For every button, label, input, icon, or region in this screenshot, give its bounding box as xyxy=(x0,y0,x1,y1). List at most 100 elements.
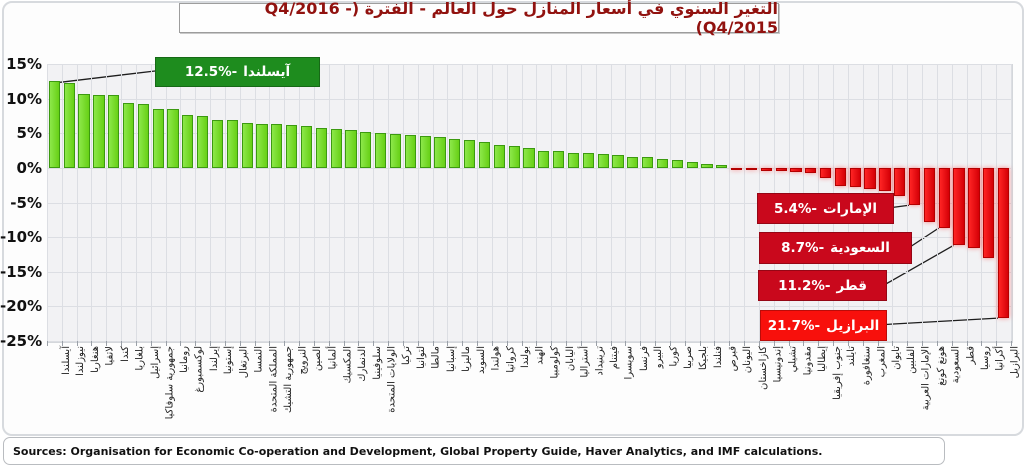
bar xyxy=(953,167,965,246)
x-gridline xyxy=(417,64,419,341)
bar xyxy=(419,136,431,168)
country-label: مقدونيا xyxy=(801,346,813,376)
country-label: روسيا xyxy=(979,346,991,371)
country-label: المغرب xyxy=(876,346,888,378)
x-gridline xyxy=(299,64,301,341)
country-label: كندا xyxy=(119,346,131,362)
country-label: فنلندا xyxy=(712,346,724,369)
callout-value: 12.5%- xyxy=(184,64,238,80)
bar xyxy=(78,93,90,168)
x-gridline xyxy=(699,64,701,341)
x-gridline xyxy=(625,64,627,341)
country-label: تشيلي xyxy=(787,346,799,373)
country-label: هنغاريا xyxy=(90,346,102,373)
country-label: فرنسا xyxy=(638,346,650,372)
x-axis-tick xyxy=(135,341,137,346)
bar xyxy=(404,135,416,168)
x-gridline xyxy=(313,64,315,341)
country-label: جمهورية سلوفاكيا xyxy=(164,346,176,420)
x-gridline xyxy=(981,64,983,341)
country-label: نيوزلندا xyxy=(75,346,87,376)
x-axis-tick xyxy=(373,341,375,346)
callout-value: 8.7%- xyxy=(781,240,825,256)
x-axis-tick xyxy=(491,341,493,346)
x-axis-tick xyxy=(595,341,597,346)
country-label: مالطا xyxy=(431,346,443,369)
x-axis-tick xyxy=(551,341,553,346)
country-label: إسبانيا xyxy=(446,346,457,373)
x-gridline xyxy=(640,64,642,341)
bar xyxy=(760,167,772,171)
x-gridline xyxy=(462,64,464,341)
y-gridline xyxy=(47,133,1011,135)
bar xyxy=(879,167,891,192)
country-label: سلوفينيا xyxy=(371,346,383,380)
country-label: آيسلندا xyxy=(60,346,72,375)
country-label: بلجيكا xyxy=(698,346,710,371)
country-label: هونغ كونغ xyxy=(935,346,947,386)
x-gridline xyxy=(121,64,123,341)
bar xyxy=(493,145,505,168)
x-gridline xyxy=(61,64,63,341)
country-label: قبرص xyxy=(727,346,739,372)
x-axis-tick xyxy=(299,341,301,346)
country-label: لوكسمبورغ xyxy=(193,346,205,393)
x-gridline xyxy=(106,64,108,341)
x-axis-tick xyxy=(981,341,983,346)
bar xyxy=(597,154,609,168)
callout-country: الإمارات xyxy=(822,200,878,217)
x-gridline xyxy=(922,64,923,341)
country-label: تايوان xyxy=(890,346,902,370)
country-label: رومانيا xyxy=(179,346,191,373)
x-axis-tick xyxy=(224,341,226,346)
bar xyxy=(656,158,669,168)
country-label: المملكة المتحدة xyxy=(268,346,280,413)
country-label: بلغاريا xyxy=(134,346,146,371)
bar xyxy=(152,109,164,168)
bar xyxy=(671,160,683,168)
x-gridline xyxy=(907,64,909,341)
x-axis-tick xyxy=(388,341,390,346)
country-label: سويسرا xyxy=(623,346,635,380)
x-gridline xyxy=(1011,64,1012,341)
y-gridline xyxy=(47,98,1011,100)
x-gridline xyxy=(669,64,671,341)
x-gridline xyxy=(254,64,256,341)
x-gridline xyxy=(996,64,998,341)
x-gridline xyxy=(551,64,553,341)
x-axis-tick xyxy=(580,341,582,346)
bar xyxy=(63,83,75,168)
bar xyxy=(567,152,580,168)
bar xyxy=(508,146,520,168)
bar xyxy=(923,167,936,222)
x-axis-tick xyxy=(61,341,63,346)
x-gridline xyxy=(195,64,197,341)
bar xyxy=(48,81,61,168)
bar xyxy=(775,167,787,172)
y-axis-label: -5% xyxy=(10,193,42,212)
bar xyxy=(271,124,283,168)
bar xyxy=(182,114,194,168)
x-axis-tick xyxy=(788,341,790,346)
x-axis-tick xyxy=(477,341,479,346)
callout-qatar: 11.2%- قطر xyxy=(758,270,887,301)
x-axis-tick xyxy=(269,341,271,346)
y-axis-label: -15% xyxy=(0,262,43,281)
x-axis-tick xyxy=(180,341,182,346)
x-gridline xyxy=(966,64,968,341)
x-axis-tick xyxy=(284,341,286,346)
country-label: قطر xyxy=(965,346,977,365)
country-label: إستونيا xyxy=(223,346,235,375)
country-label: الهند xyxy=(535,346,546,365)
x-gridline xyxy=(284,64,286,341)
country-label: ترينيداد xyxy=(594,346,606,376)
x-gridline xyxy=(580,64,582,341)
country-label: بولندا xyxy=(520,346,532,369)
x-axis-tick xyxy=(254,341,256,346)
country-label: إيطاليا xyxy=(816,346,828,372)
x-axis-tick xyxy=(625,341,627,346)
x-gridline xyxy=(224,64,226,341)
y-gridline xyxy=(47,64,1011,65)
x-gridline xyxy=(210,64,212,341)
